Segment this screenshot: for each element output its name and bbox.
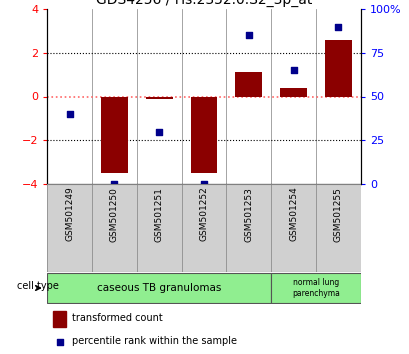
Title: GDS4256 / Hs.2352.0.S2_3p_at: GDS4256 / Hs.2352.0.S2_3p_at [96, 0, 311, 7]
Point [200, 181, 207, 187]
Text: percentile rank within the sample: percentile rank within the sample [72, 337, 237, 347]
Text: GSM501251: GSM501251 [154, 187, 163, 241]
Point [155, 129, 162, 134]
Bar [235, 73, 262, 97]
Text: normal lung
parenchyma: normal lung parenchyma [291, 278, 339, 298]
Bar [279, 88, 306, 97]
Point [245, 33, 252, 38]
Text: GSM501253: GSM501253 [244, 187, 253, 241]
Text: GSM501249: GSM501249 [65, 187, 74, 241]
Bar [53, 310, 66, 326]
Text: cell type: cell type [16, 281, 58, 291]
Point [66, 111, 73, 117]
Point [290, 67, 296, 73]
Text: GSM501255: GSM501255 [333, 187, 342, 241]
Text: GSM501250: GSM501250 [110, 187, 119, 241]
Point [111, 181, 117, 187]
Bar [101, 97, 128, 173]
FancyBboxPatch shape [47, 273, 270, 303]
FancyBboxPatch shape [270, 273, 360, 303]
Text: transformed count: transformed count [72, 313, 163, 323]
Text: caseous TB granulomas: caseous TB granulomas [97, 283, 221, 293]
Point [334, 24, 341, 29]
Text: GSM501254: GSM501254 [288, 187, 297, 241]
Bar [324, 40, 351, 97]
Bar [145, 97, 172, 99]
Bar [190, 97, 217, 173]
Text: GSM501252: GSM501252 [199, 187, 208, 241]
Point [56, 339, 63, 344]
